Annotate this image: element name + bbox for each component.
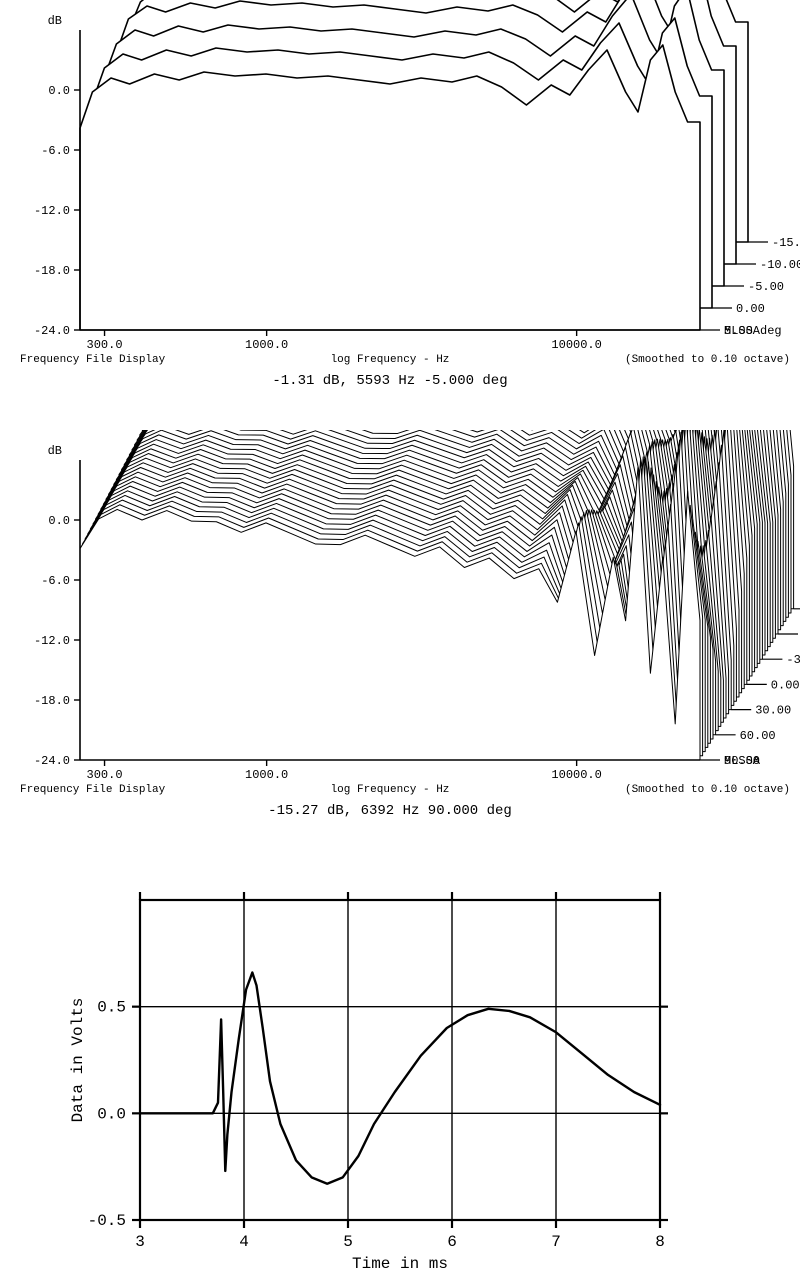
svg-text:-24.0: -24.0 (34, 754, 70, 768)
svg-text:-15.27 dB, 6392 Hz 90.000 deg: -15.27 dB, 6392 Hz 90.000 deg (268, 803, 512, 819)
svg-text:-6.0: -6.0 (41, 574, 70, 588)
impulse-response-chart: 3 4 5 6 7 8 -0.5 0.0 0.5 Time in ms Data in Volts (0, 880, 800, 1280)
svg-text:1000.0: 1000.0 (245, 338, 288, 352)
svg-text:7: 7 (551, 1233, 561, 1251)
svg-text:Data in Volts: Data in Volts (69, 998, 87, 1123)
svg-text:Frequency File Display: Frequency File Display (20, 354, 166, 366)
svg-text:(Smoothed to 0.10 octave): (Smoothed to 0.10 octave) (625, 354, 790, 366)
svg-text:-24.0: -24.0 (34, 324, 70, 338)
waterfall-chart-1: dB 0.0 -6.0 -12.0 -18.0 -24.0 300.0 1000.0 10000… (0, 0, 800, 400)
svg-text:-30.00: -30.00 (786, 653, 800, 667)
svg-text:300.0: 300.0 (87, 768, 123, 782)
svg-text:1000.0: 1000.0 (245, 768, 288, 782)
svg-text:-5.00: -5.00 (748, 280, 784, 294)
svg-text:Time in ms: Time in ms (352, 1255, 448, 1273)
svg-text:dB: dB (48, 14, 62, 28)
svg-text:10000.0: 10000.0 (551, 768, 601, 782)
svg-text:-1.31 dB, 5593 Hz -5.000 deg: -1.31 dB, 5593 Hz -5.000 deg (272, 373, 507, 389)
svg-text:0.00: 0.00 (736, 302, 765, 316)
svg-text:MLSSA: MLSSA (724, 324, 761, 338)
svg-text:3: 3 (135, 1233, 145, 1251)
svg-text:-15.00: -15.00 (772, 236, 800, 250)
svg-text:log Frequency - Hz: log Frequency - Hz (331, 784, 450, 796)
svg-text:-18.0: -18.0 (34, 264, 70, 278)
svg-text:30.00: 30.00 (755, 704, 791, 718)
svg-text:MLSSA: MLSSA (724, 754, 761, 768)
svg-text:-0.5: -0.5 (88, 1212, 126, 1230)
svg-text:-18.0: -18.0 (34, 694, 70, 708)
svg-text:0.0: 0.0 (97, 1105, 126, 1123)
svg-text:(Smoothed to 0.10 octave): (Smoothed to 0.10 octave) (625, 784, 790, 796)
svg-text:6: 6 (447, 1233, 457, 1251)
svg-text:300.0: 300.0 (87, 338, 123, 352)
svg-text:0.5: 0.5 (97, 999, 126, 1017)
svg-text:Frequency File Display: Frequency File Display (20, 784, 166, 796)
svg-text:0.0: 0.0 (48, 84, 70, 98)
svg-text:8: 8 (655, 1233, 665, 1251)
svg-text:10000.0: 10000.0 (551, 338, 601, 352)
svg-text:log Frequency - Hz: log Frequency - Hz (331, 354, 450, 366)
svg-text:4: 4 (239, 1233, 249, 1251)
waterfall-chart-2: dB 0.0 -6.0 -12.0 -18.0 -24.0 300.0 1000.0 10000… (0, 430, 800, 830)
svg-text:-10.00: -10.00 (760, 258, 800, 272)
svg-text:-6.0: -6.0 (41, 144, 70, 158)
svg-text:0.0: 0.0 (48, 514, 70, 528)
svg-text:5: 5 (343, 1233, 353, 1251)
svg-text:-12.0: -12.0 (34, 204, 70, 218)
svg-text:60.00: 60.00 (740, 729, 776, 743)
svg-text:0.00: 0.00 (771, 678, 800, 692)
svg-text:dB: dB (48, 444, 62, 458)
svg-text:-12.0: -12.0 (34, 634, 70, 648)
